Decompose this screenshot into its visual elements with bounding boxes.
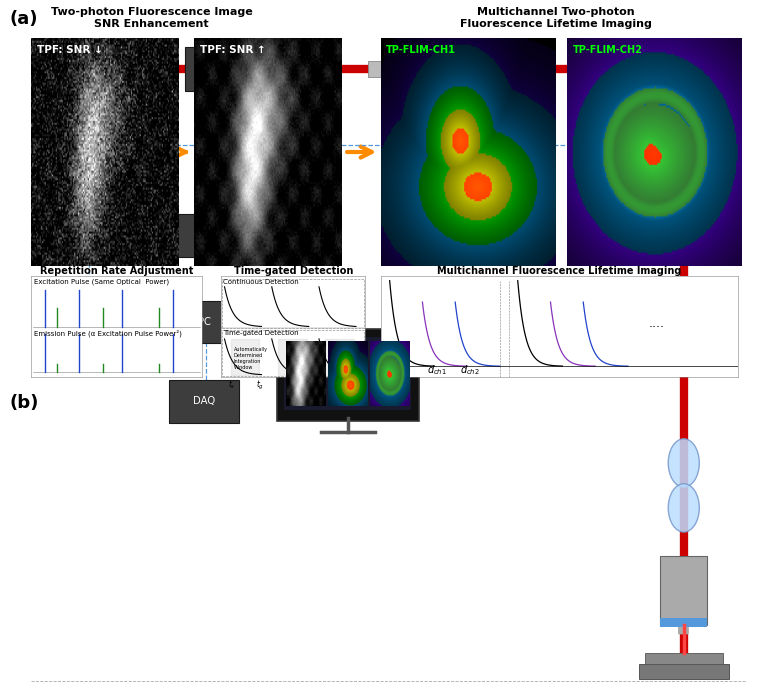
- Text: Two-photon Fluorescence Image
SNR Enhancement: Two-photon Fluorescence Image SNR Enhanc…: [51, 7, 253, 28]
- FancyBboxPatch shape: [41, 301, 126, 343]
- Text: Pulse
picker: Pulse picker: [208, 58, 239, 80]
- Text: Synchronization
board: Synchronization board: [50, 134, 129, 156]
- Ellipse shape: [668, 439, 699, 487]
- FancyBboxPatch shape: [651, 123, 740, 167]
- Bar: [310, 76, 327, 121]
- Text: (a): (a): [9, 10, 38, 28]
- Circle shape: [312, 111, 326, 124]
- Text: Excitation Pulse (Same Optical  Power): Excitation Pulse (Same Optical Power): [33, 278, 169, 285]
- FancyBboxPatch shape: [185, 47, 262, 91]
- Bar: [222, 278, 364, 328]
- Text: $t_s$: $t_s$: [228, 379, 235, 391]
- FancyBboxPatch shape: [41, 120, 138, 171]
- Bar: [417, 52, 445, 86]
- Bar: [645, 653, 723, 664]
- Text: Continuous Detection: Continuous Detection: [224, 279, 299, 285]
- Text: Digitizer: Digitizer: [62, 317, 105, 327]
- Circle shape: [312, 142, 326, 155]
- Text: $d_{ch2}$: $d_{ch2}$: [460, 363, 480, 377]
- Text: PMT: PMT: [193, 231, 214, 240]
- FancyBboxPatch shape: [277, 329, 419, 421]
- Text: Emission Pulse (α Excitation Pulse Power²): Emission Pulse (α Excitation Pulse Power…: [33, 330, 182, 337]
- Text: $d_{irf}$: $d_{irf}$: [396, 363, 413, 377]
- FancyArrowPatch shape: [679, 617, 688, 634]
- Text: DAQ: DAQ: [193, 397, 215, 406]
- Text: Time-gated Detection: Time-gated Detection: [224, 330, 299, 336]
- Text: TP-FLIM-CH2: TP-FLIM-CH2: [573, 45, 643, 55]
- Text: TPF: SNR ↑: TPF: SNR ↑: [200, 45, 266, 55]
- Text: Automatically
Determined
Integration
Window: Automatically Determined Integration Win…: [234, 348, 268, 370]
- Text: TPF: SNR ↓: TPF: SNR ↓: [37, 45, 103, 55]
- Circle shape: [312, 173, 326, 186]
- FancyBboxPatch shape: [169, 301, 239, 343]
- Title: Multichannel Fluorescence Lifetime Imaging: Multichannel Fluorescence Lifetime Imagi…: [437, 265, 681, 276]
- Text: TP-FLIM-CH1: TP-FLIM-CH1: [386, 45, 456, 55]
- FancyBboxPatch shape: [41, 214, 126, 257]
- Title: Time-gated Detection: Time-gated Detection: [234, 265, 353, 276]
- Text: Multichannel Two-photon
Fluorescence Lifetime Imaging: Multichannel Two-photon Fluorescence Lif…: [460, 7, 651, 28]
- Text: (b): (b): [9, 394, 39, 412]
- FancyBboxPatch shape: [41, 47, 134, 91]
- Bar: [639, 664, 729, 679]
- Text: ....: ....: [649, 317, 665, 330]
- Bar: [368, 61, 414, 77]
- Title: Repetition Rate Adjustment: Repetition Rate Adjustment: [40, 265, 193, 276]
- Text: $t_g$: $t_g$: [256, 379, 264, 392]
- Text: Amplifier: Amplifier: [61, 231, 106, 240]
- Bar: [222, 330, 364, 376]
- FancyBboxPatch shape: [284, 337, 411, 410]
- Bar: [660, 556, 707, 625]
- Ellipse shape: [668, 484, 699, 532]
- Text: Scanner
controller: Scanner controller: [671, 134, 720, 156]
- Bar: [660, 618, 707, 627]
- FancyBboxPatch shape: [169, 380, 239, 423]
- Text: $d_{ch1}$: $d_{ch1}$: [427, 363, 448, 377]
- FancyBboxPatch shape: [169, 214, 239, 257]
- Text: PC: PC: [197, 317, 211, 327]
- Text: Pulse laser: Pulse laser: [61, 64, 114, 74]
